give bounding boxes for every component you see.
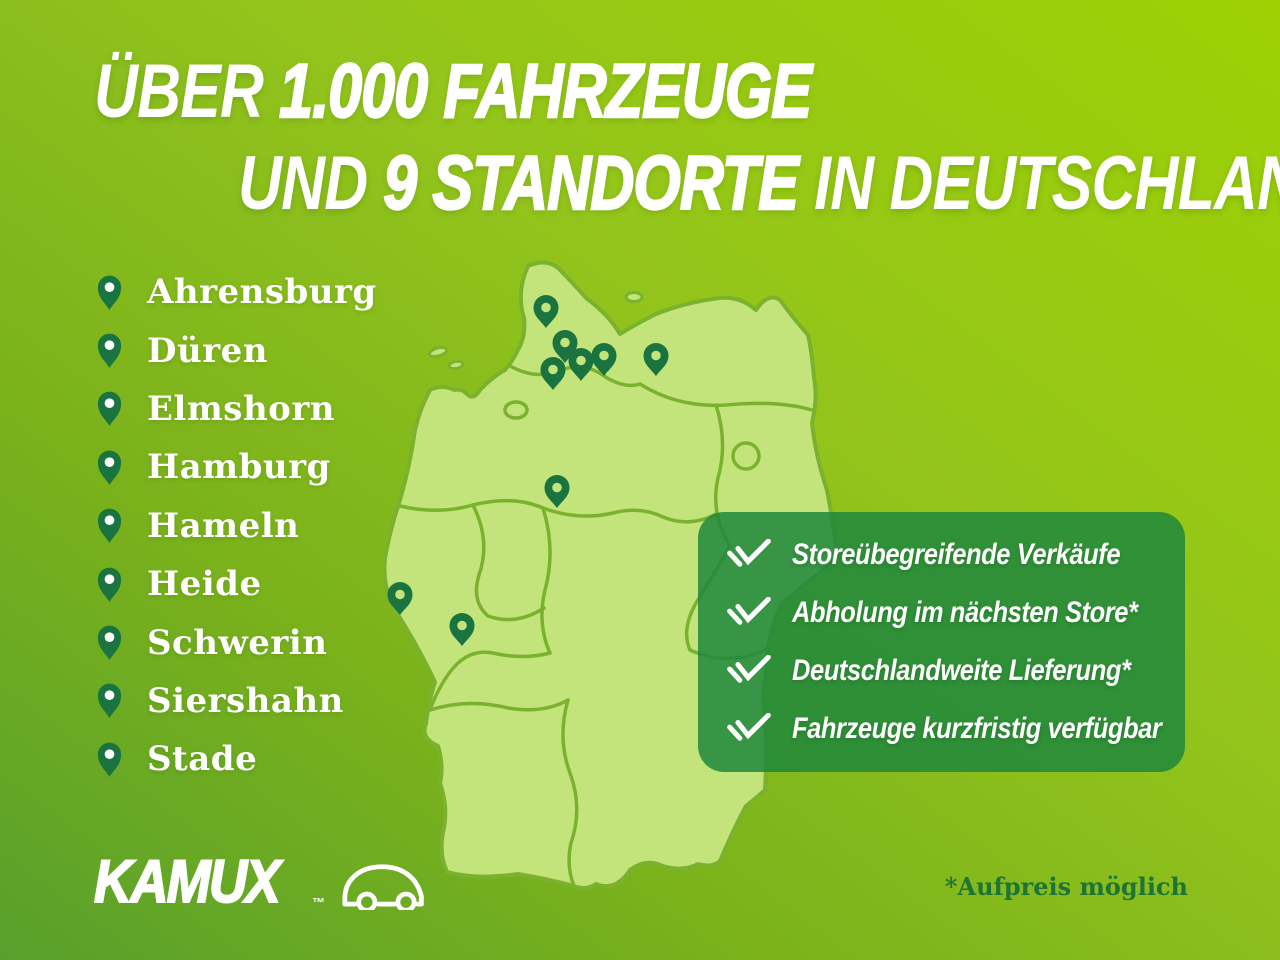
location-pin-icon	[97, 742, 122, 777]
headline-line1-regular: ÜBER	[94, 49, 280, 134]
check-icon	[727, 655, 771, 683]
kamux-logo: KAMUX ™	[93, 848, 429, 915]
check-icon	[727, 597, 771, 625]
city-label: Siershahn	[147, 680, 344, 721]
footnote: *Aufpreis möglich	[944, 872, 1188, 901]
city-list-item: Schwerin	[96, 613, 377, 671]
headline-line1-bold: 1.000 FAHRZEUGE	[278, 49, 813, 134]
city-label: Stade	[147, 739, 258, 780]
berlin-area	[731, 441, 761, 471]
city-list-item: Heide	[96, 555, 377, 613]
north-sea-island	[447, 359, 465, 371]
headline-line2-bold: 9 STANDORTE	[382, 141, 799, 226]
headline-line2-regular-pre: UND	[238, 141, 384, 226]
city-list: Ahrensburg Düren Elmshorn Hamburg Hameln…	[96, 263, 377, 789]
benefit-row: Fahrzeuge kurzfristig verfügbar	[726, 712, 1162, 746]
city-list-item: Elmshorn	[96, 380, 377, 438]
state-borders	[398, 364, 814, 888]
trademark-symbol: ™	[312, 895, 325, 910]
map-pin-dueren	[387, 582, 413, 615]
city-label: Hamburg	[147, 447, 331, 488]
baltic-island	[624, 291, 644, 303]
benefit-label: Storeübegreifende Verkäufe	[792, 538, 1121, 571]
benefit-label: Fahrzeuge kurzfristig verfügbar	[792, 712, 1162, 745]
map-pin-schwerin	[643, 343, 669, 376]
city-label: Hameln	[147, 505, 300, 546]
city-list-item: Hameln	[96, 497, 377, 555]
location-pin-icon	[97, 333, 122, 368]
map-pin-ahrensburg	[591, 343, 617, 376]
city-list-item: Ahrensburg	[96, 263, 377, 321]
city-label: Düren	[147, 330, 268, 371]
headline-line2-regular-post: IN DEUTSCHLAND	[814, 141, 1280, 226]
check-icon	[727, 713, 771, 741]
city-label: Elmshorn	[147, 388, 335, 429]
benefit-row: Abholung im nächsten Store*	[726, 596, 1157, 630]
brand-wordmark: KAMUX	[93, 848, 281, 915]
map-pin-hamburg	[568, 348, 594, 381]
map-pin-hameln	[544, 475, 570, 508]
headline-line1: ÜBER 1.000 FAHRZEUGE	[94, 52, 813, 130]
benefit-label: Deutschlandweite Lieferung*	[792, 654, 1131, 687]
headline-line2: UND 9 STANDORTE IN DEUTSCHLAND	[238, 144, 1280, 222]
city-list-item: Siershahn	[96, 672, 377, 730]
city-list-item: Hamburg	[96, 438, 377, 496]
bremen-area	[503, 400, 529, 420]
location-pin-icon	[97, 684, 122, 719]
benefit-label: Abholung im nächsten Store*	[792, 596, 1138, 629]
check-icon	[727, 539, 771, 567]
map-pin-heide	[533, 295, 559, 328]
benefit-row: Storeübegreifende Verkäufe	[726, 538, 1157, 572]
car-icon	[342, 864, 424, 910]
map-pin-siershahn	[449, 613, 475, 646]
location-pin-icon	[97, 625, 122, 660]
city-label: Ahrensburg	[147, 272, 377, 313]
location-pin-icon	[97, 275, 122, 310]
map-pins	[387, 295, 669, 646]
map-pin-stade	[540, 357, 566, 390]
location-pin-icon	[97, 450, 122, 485]
city-list-item: Düren	[96, 321, 377, 379]
location-pin-icon	[97, 508, 122, 544]
benefit-row: Deutschlandweite Lieferung*	[726, 654, 1157, 688]
city-label: Schwerin	[147, 622, 328, 663]
north-sea-island	[427, 345, 449, 359]
city-list-item: Stade	[96, 730, 377, 788]
location-pin-icon	[97, 392, 122, 427]
benefits-panel: Storeübegreifende Verkäufe Abholung im n…	[698, 512, 1185, 772]
city-label: Heide	[147, 564, 262, 605]
location-pin-icon	[97, 567, 122, 602]
